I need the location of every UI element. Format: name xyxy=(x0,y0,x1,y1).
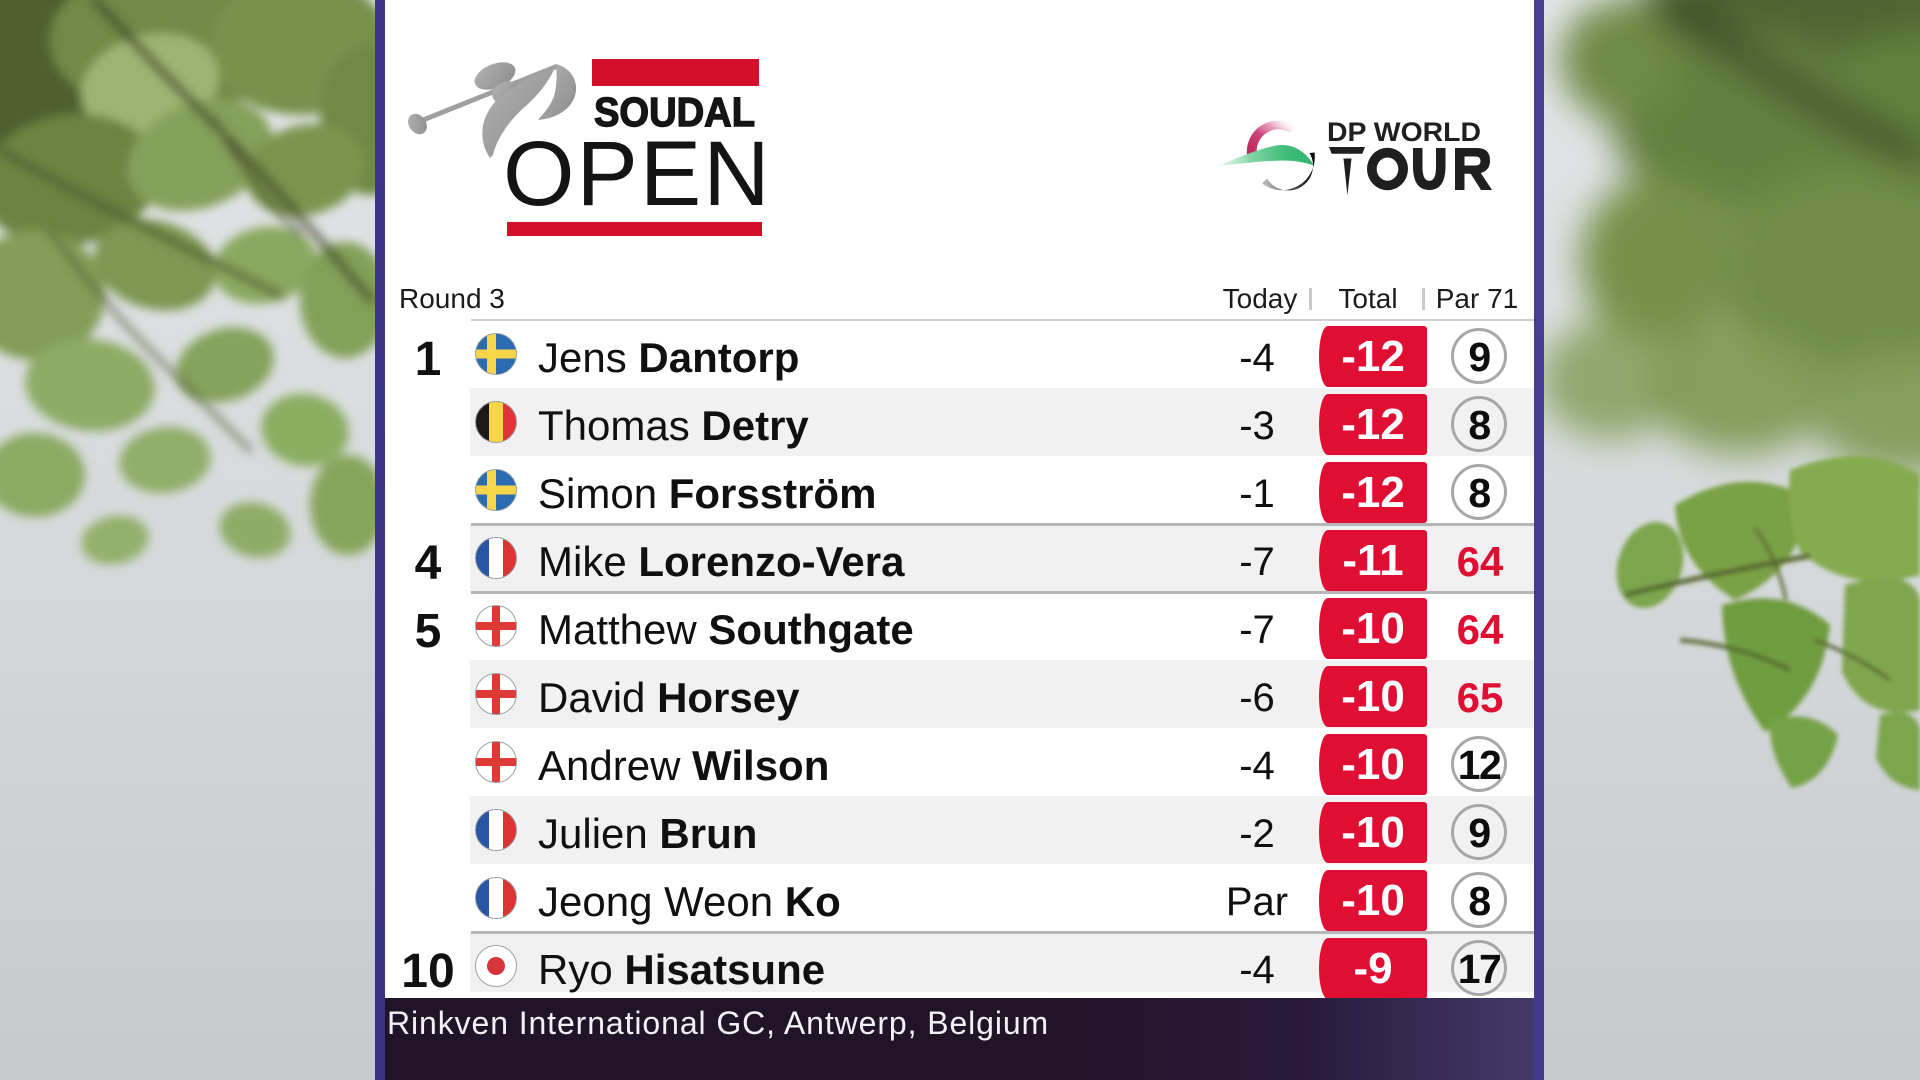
svg-text:DP WORLD: DP WORLD xyxy=(1327,117,1481,147)
svg-text:SOUDAL: SOUDAL xyxy=(594,90,755,135)
